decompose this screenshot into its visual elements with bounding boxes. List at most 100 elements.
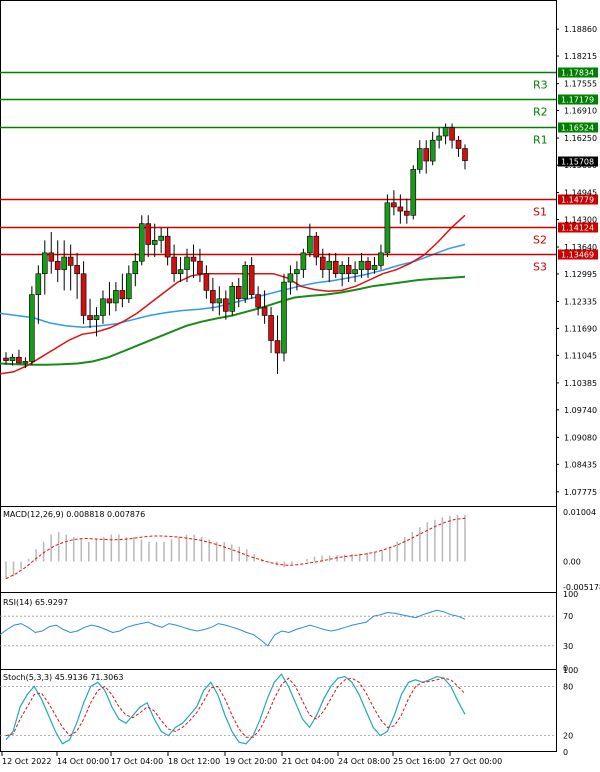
- price-tick-label: 1.10385: [564, 379, 597, 388]
- candle-bull: [416, 148, 423, 170]
- candle-bull: [371, 265, 378, 270]
- candle-bear: [16, 356, 22, 364]
- candle-bear: [3, 357, 9, 361]
- candle-bull: [138, 223, 145, 262]
- level-price-tag-text: 1.17179: [561, 96, 594, 105]
- time-axis: 12 Oct 2022 14 Oct 00:00 17 Oct 04:00 18 Oc…: [1, 752, 502, 766]
- time-tick-label: 14 Oct 00:00: [57, 757, 109, 766]
- level-price-tag-r3: 1.17834: [558, 67, 598, 78]
- rsi-label: RSI(14) 65.9297: [3, 598, 68, 607]
- price-axis: 1.188601.182151.175551.169101.162501.156…: [556, 25, 598, 497]
- level-price-tag-bg: [558, 94, 598, 105]
- rsi-line: [0, 609, 466, 647]
- price-tick-label: 1.07775: [564, 488, 597, 497]
- time-tick-label: 18 Oct 12:00: [168, 757, 220, 766]
- candle-bull: [100, 298, 106, 316]
- candle-bull: [339, 265, 345, 275]
- price-tick-label: 1.16910: [564, 107, 597, 116]
- stoch-tick-label: 100: [563, 666, 578, 675]
- stoch-k-line: [5, 673, 466, 745]
- level-price-tag-bg: [558, 122, 598, 133]
- candle-bull: [242, 265, 248, 300]
- current-price-label: 1.15708: [561, 158, 594, 167]
- stoch-tick-label: 0: [563, 748, 568, 757]
- candle-bull: [378, 252, 384, 266]
- candle-bull: [132, 260, 139, 275]
- candle-bear: [223, 298, 229, 312]
- candle-bull: [35, 273, 42, 295]
- candle-bull: [442, 127, 449, 137]
- candle-bear: [365, 260, 371, 270]
- candle-bear: [313, 235, 320, 258]
- level-name-r2: R2: [533, 106, 548, 119]
- price-tick-label: 1.12335: [564, 298, 597, 307]
- candle-bull: [61, 256, 67, 270]
- candle-bull: [229, 285, 236, 312]
- pivot-levels: R3 1.17834 R2 1.17179 R1 1.16524 S1 1.14779 S2 1.…: [0, 67, 598, 274]
- candle-bear: [190, 256, 197, 262]
- stoch-tick-label: 80: [563, 682, 573, 691]
- candle-bear: [87, 315, 93, 320]
- rsi-tick-label: 30: [563, 642, 573, 651]
- candle-bear: [48, 252, 55, 262]
- price-tick-label: 1.14945: [564, 189, 597, 198]
- price-tick-label: 1.14300: [564, 215, 597, 224]
- candle-bear: [261, 306, 268, 316]
- candle-bull: [216, 298, 223, 304]
- price-tick-label: 1.11045: [564, 351, 597, 360]
- level-name-s2: S2: [533, 234, 547, 247]
- ma-red-line: [0, 214, 466, 375]
- candle-bull: [410, 169, 417, 216]
- candle-bull: [29, 294, 35, 362]
- level-name-r3: R3: [533, 79, 548, 92]
- stoch-label: Stoch(5,3,3) 45.9136 71.3063: [3, 673, 123, 682]
- level-price-tag-s3: 1.13469: [558, 249, 598, 260]
- price-tick-label: 1.11690: [564, 324, 597, 333]
- candle-bear: [203, 273, 210, 291]
- candle-bull: [281, 281, 287, 354]
- candle-bull: [326, 260, 333, 270]
- candle-bull: [352, 269, 358, 275]
- price-tick-label: 1.09080: [564, 433, 597, 442]
- current-price-tag: [558, 156, 598, 167]
- level-name-r1: R1: [533, 134, 548, 147]
- level-price-tag-text: 1.16524: [561, 124, 594, 133]
- candle-bull: [287, 273, 294, 283]
- candle-bear: [404, 210, 410, 216]
- time-tick-label: 19 Oct 20:00: [225, 757, 277, 766]
- time-tick-label: 17 Oct 04:00: [111, 757, 163, 766]
- price-tick-label: 1.13640: [564, 243, 597, 252]
- rsi-tick-label: 70: [563, 612, 573, 621]
- candle-bull: [22, 361, 29, 364]
- candle-bear: [67, 256, 74, 266]
- price-tick-label: 1.09740: [564, 406, 597, 415]
- candle-bear: [197, 260, 203, 275]
- level-price-tag-r2: 1.17179: [558, 94, 598, 105]
- grid-layer: [0, 0, 557, 752]
- candle-bull: [307, 235, 313, 254]
- level-price-tag-r1: 1.16524: [558, 122, 598, 133]
- plot-frame: [0, 0, 557, 752]
- time-tick-label: 25 Oct 16:00: [393, 757, 445, 766]
- level-price-tag-bg: [558, 222, 598, 233]
- stoch-panel: Stoch(5,3,3) 45.9136 71.3063 100 80 20 0: [0, 666, 578, 757]
- candle-bull: [429, 139, 436, 162]
- candle-bull: [300, 252, 307, 270]
- level-name-s3: S3: [533, 261, 547, 274]
- candle-bull: [126, 273, 132, 300]
- macd-tick-label: 0.00: [563, 558, 581, 567]
- level-name-s1: S1: [533, 206, 547, 219]
- candle-bull: [41, 252, 48, 275]
- candle-bear: [268, 315, 274, 341]
- candle-bear: [345, 265, 352, 275]
- macd-label: MACD(12,26,9) 0.008818 0.007876: [3, 510, 145, 519]
- candle-bear: [319, 256, 326, 270]
- stoch-tick-label: 20: [563, 732, 573, 741]
- stoch-d-line: [5, 677, 466, 738]
- level-price-tag-text: 1.14779: [561, 196, 594, 205]
- candle-bull: [158, 235, 164, 241]
- candle-bear: [145, 223, 152, 245]
- candle-bull: [9, 356, 16, 361]
- candle-bear: [462, 148, 468, 161]
- rsi-tick-label: 0: [563, 664, 568, 673]
